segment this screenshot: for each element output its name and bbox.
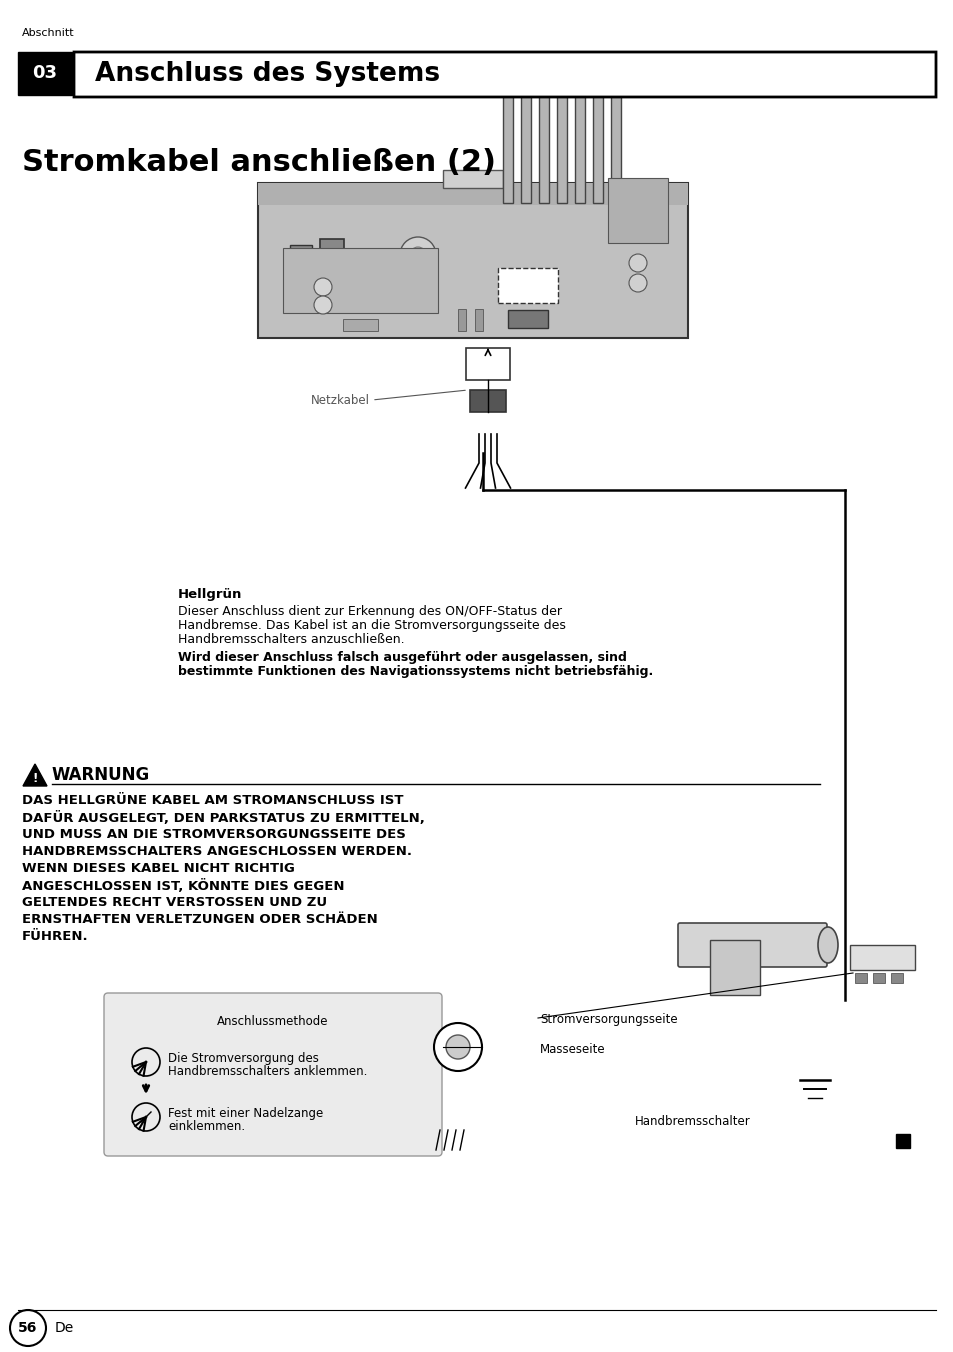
- Circle shape: [628, 274, 646, 292]
- Bar: [895, 1134, 909, 1148]
- Bar: [557, 73, 566, 203]
- Text: Abschnitt: Abschnitt: [22, 28, 74, 38]
- Text: ERNSTHAFTEN VERLETZUNGEN ODER SCHÄDEN: ERNSTHAFTEN VERLETZUNGEN ODER SCHÄDEN: [22, 913, 377, 926]
- Text: 56: 56: [18, 1321, 38, 1334]
- Polygon shape: [23, 764, 47, 786]
- Circle shape: [10, 1310, 46, 1347]
- Bar: [849, 945, 914, 969]
- Circle shape: [446, 1036, 470, 1059]
- Bar: [457, 310, 465, 331]
- Bar: [319, 239, 344, 261]
- Text: einklemmen.: einklemmen.: [168, 1119, 245, 1133]
- Text: Die Stromversorgung des: Die Stromversorgung des: [168, 1052, 318, 1065]
- Bar: [610, 73, 620, 203]
- Text: WENN DIESES KABEL NICHT RICHTIG: WENN DIESES KABEL NICHT RICHTIG: [22, 863, 294, 875]
- Bar: [575, 73, 584, 203]
- Bar: [283, 247, 437, 314]
- Circle shape: [399, 237, 436, 273]
- Bar: [854, 973, 866, 983]
- Circle shape: [410, 247, 426, 264]
- Bar: [18, 51, 71, 95]
- FancyBboxPatch shape: [74, 51, 935, 97]
- Bar: [520, 73, 531, 203]
- Text: ANGESCHLOSSEN IST, KÖNNTE DIES GEGEN: ANGESCHLOSSEN IST, KÖNNTE DIES GEGEN: [22, 879, 344, 894]
- Bar: [290, 245, 312, 264]
- Bar: [257, 183, 687, 338]
- Bar: [607, 178, 667, 243]
- Text: De: De: [55, 1321, 74, 1334]
- Bar: [475, 310, 482, 331]
- Text: 03: 03: [32, 64, 57, 82]
- Bar: [538, 73, 548, 203]
- Text: Stromversorgungsseite: Stromversorgungsseite: [539, 1013, 677, 1026]
- Circle shape: [434, 1023, 481, 1071]
- Text: WARNUNG: WARNUNG: [52, 767, 150, 784]
- Text: Fest mit einer Nadelzange: Fest mit einer Nadelzange: [168, 1107, 323, 1119]
- Text: !: !: [32, 772, 38, 786]
- Text: UND MUSS AN DIE STROMVERSORGUNGSSEITE DES: UND MUSS AN DIE STROMVERSORGUNGSSEITE DE…: [22, 827, 405, 841]
- Text: HANDBREMSSCHALTERS ANGESCHLOSSEN WERDEN.: HANDBREMSSCHALTERS ANGESCHLOSSEN WERDEN.: [22, 845, 412, 859]
- Text: Handbremsschalters anzuschließen.: Handbremsschalters anzuschließen.: [178, 633, 404, 646]
- Bar: [257, 183, 687, 206]
- Text: Handbremsschalters anklemmen.: Handbremsschalters anklemmen.: [168, 1065, 367, 1078]
- Bar: [593, 73, 602, 203]
- Text: Anschluss des Systems: Anschluss des Systems: [95, 61, 439, 87]
- Text: Netzkabel: Netzkabel: [311, 393, 370, 407]
- Text: Dieser Anschluss dient zur Erkennung des ON/OFF-Status der: Dieser Anschluss dient zur Erkennung des…: [178, 604, 561, 618]
- Bar: [442, 170, 502, 188]
- Ellipse shape: [817, 927, 837, 963]
- Text: FÜHREN.: FÜHREN.: [22, 930, 89, 942]
- Bar: [872, 973, 884, 983]
- Text: Wird dieser Anschluss falsch ausgeführt oder ausgelassen, sind: Wird dieser Anschluss falsch ausgeführt …: [178, 652, 626, 664]
- Circle shape: [628, 254, 646, 272]
- Bar: [502, 73, 513, 203]
- Text: Stromkabel anschließen (2): Stromkabel anschließen (2): [22, 147, 496, 177]
- Circle shape: [314, 279, 332, 296]
- Text: Masseseite: Masseseite: [539, 1042, 605, 1056]
- Bar: [890, 973, 902, 983]
- Bar: [507, 310, 547, 329]
- Text: DAFÜR AUSGELEGT, DEN PARKSTATUS ZU ERMITTELN,: DAFÜR AUSGELEGT, DEN PARKSTATUS ZU ERMIT…: [22, 811, 424, 825]
- Text: GELTENDES RECHT VERSTOSSEN UND ZU: GELTENDES RECHT VERSTOSSEN UND ZU: [22, 896, 327, 909]
- Bar: [497, 268, 558, 303]
- Text: bestimmte Funktionen des Navigationssystems nicht betriebsfähig.: bestimmte Funktionen des Navigationssyst…: [178, 665, 653, 677]
- Bar: [470, 389, 505, 412]
- Text: Handbremse. Das Kabel ist an die Stromversorgungsseite des: Handbremse. Das Kabel ist an die Stromve…: [178, 619, 565, 631]
- Bar: [343, 319, 377, 331]
- Text: DAS HELLGRÜNE KABEL AM STROMANSCHLUSS IST: DAS HELLGRÜNE KABEL AM STROMANSCHLUSS IS…: [22, 794, 403, 807]
- FancyBboxPatch shape: [709, 940, 760, 995]
- Bar: [465, 347, 510, 380]
- Text: Hellgrün: Hellgrün: [178, 588, 242, 602]
- Circle shape: [314, 296, 332, 314]
- Text: Handbremsschalter: Handbremsschalter: [635, 1115, 750, 1128]
- FancyBboxPatch shape: [104, 992, 441, 1156]
- FancyBboxPatch shape: [678, 923, 826, 967]
- Text: Anschlussmethode: Anschlussmethode: [217, 1015, 329, 1028]
